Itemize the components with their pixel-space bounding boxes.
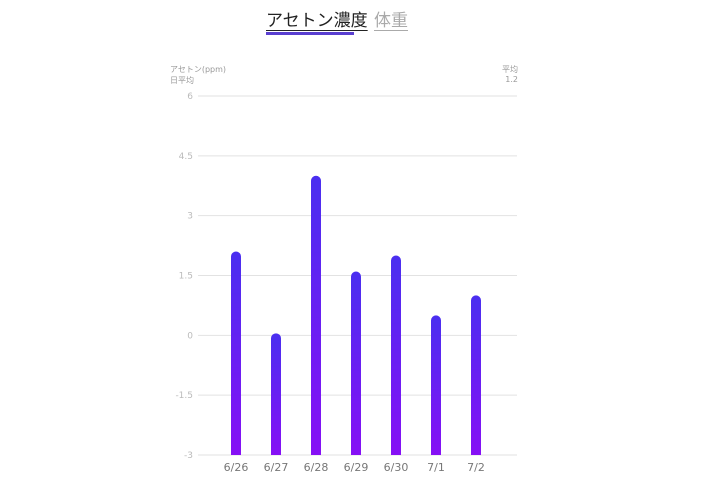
average-value: 1.2 <box>505 75 518 84</box>
y-tick-label: 3 <box>187 212 193 222</box>
bar <box>311 175 321 455</box>
average-label: 平均 <box>502 65 518 74</box>
y-tick-label: 6 <box>187 92 193 102</box>
x-tick-label: 6/29 <box>344 461 369 474</box>
x-tick-label: 6/27 <box>264 461 289 474</box>
tab-weight[interactable]: 体重 <box>374 11 408 31</box>
y-tick-label: 0 <box>187 331 193 341</box>
bar <box>231 251 241 455</box>
bar <box>271 333 281 455</box>
x-tick-label: 6/30 <box>384 461 409 474</box>
bar <box>351 271 361 455</box>
y-tick-label: -3 <box>184 451 193 461</box>
y-tick-label: 4.5 <box>179 152 193 162</box>
period-label: 日平均 <box>170 76 194 85</box>
x-tick-label: 7/2 <box>467 461 485 474</box>
y-tick-label: 1.5 <box>179 272 193 282</box>
x-tick-label: 6/28 <box>304 461 329 474</box>
x-tick-label: 7/1 <box>427 461 445 474</box>
x-tick-label: 6/26 <box>224 461 249 474</box>
active-tab-indicator <box>266 32 354 35</box>
tab-acetone[interactable]: アセトン濃度 <box>266 11 368 31</box>
bar <box>431 315 441 455</box>
y-tick-label: -1.5 <box>175 391 193 401</box>
bar <box>471 295 481 455</box>
bar <box>391 255 401 455</box>
y-axis-unit: アセトン(ppm) <box>170 65 227 74</box>
